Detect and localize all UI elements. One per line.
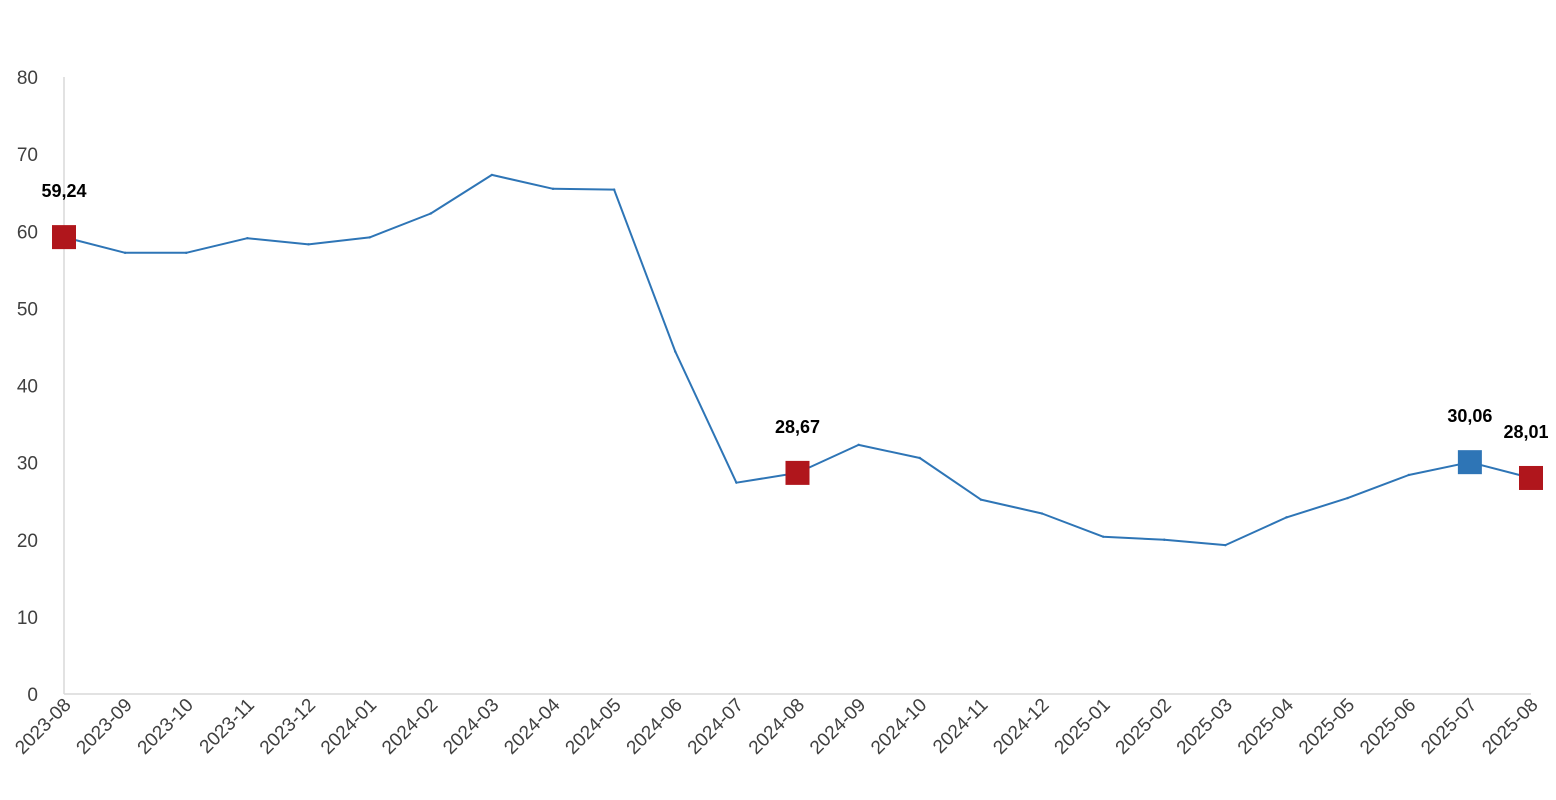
y-tick-label: 80 <box>17 68 38 89</box>
x-tick-label: 2023-11 <box>196 695 259 758</box>
x-axis: 2023-082023-092023-102023-112023-122024-… <box>11 693 1543 759</box>
x-tick-label: 2025-08 <box>1478 695 1542 759</box>
x-tick-label: 2025-07 <box>1417 695 1481 759</box>
y-tick-label: 0 <box>27 685 38 706</box>
data-point <box>490 173 494 177</box>
y-tick-label: 40 <box>17 377 38 398</box>
data-point <box>1407 473 1410 477</box>
y-tick-label: 50 <box>17 299 38 320</box>
series-line <box>63 173 1532 547</box>
y-tick-label: 60 <box>17 222 38 243</box>
y-tick-label: 70 <box>17 145 38 166</box>
data-point <box>246 236 249 240</box>
series-group <box>62 173 1533 547</box>
x-tick-label: 2024-02 <box>378 695 442 759</box>
x-tick-label: 2023-10 <box>134 695 198 759</box>
x-tick-label: 2025-02 <box>1112 695 1176 759</box>
data-point <box>123 251 127 255</box>
x-tick-label: 2024-01 <box>317 695 381 759</box>
x-tick-label: 2024-04 <box>500 694 564 758</box>
highlight-marker <box>52 225 76 250</box>
highlight-markers: 59,24 28,67 30,06 28,01 <box>41 181 1549 490</box>
data-point <box>1346 496 1349 500</box>
data-point <box>1285 516 1288 519</box>
data-label: 30,06 <box>1447 406 1492 426</box>
data-point <box>735 481 738 484</box>
y-axis: 0 10 20 30 40 50 60 70 80 <box>17 68 65 706</box>
x-tick-label: 2025-05 <box>1295 695 1359 759</box>
data-point <box>551 187 555 191</box>
highlight-marker <box>1519 465 1543 490</box>
data-point <box>857 443 860 447</box>
data-point <box>918 456 921 460</box>
x-tick-label: 2024-11 <box>929 695 992 758</box>
y-tick-label: 30 <box>17 454 38 475</box>
data-point <box>979 498 983 501</box>
data-point <box>1040 512 1044 515</box>
x-tick-label: 2024-03 <box>439 695 503 759</box>
data-point <box>429 212 432 215</box>
highlight-marker <box>785 460 810 485</box>
x-tick-label: 2024-07 <box>684 695 748 759</box>
data-point <box>307 243 310 246</box>
x-tick-label: 2024-05 <box>562 695 626 759</box>
x-tick-label: 2024-09 <box>806 695 870 759</box>
data-point <box>1101 535 1105 538</box>
x-tick-label: 2025-06 <box>1356 695 1420 759</box>
data-point <box>674 350 677 353</box>
x-tick-label: 2024-12 <box>989 695 1053 759</box>
x-tick-label: 2023-08 <box>11 695 75 759</box>
data-point <box>368 236 371 239</box>
data-point <box>612 188 616 191</box>
x-tick-label: 2025-03 <box>1173 695 1237 759</box>
data-point <box>1163 538 1166 541</box>
data-label: 28,67 <box>775 417 820 437</box>
x-tick-label: 2025-04 <box>1234 694 1298 758</box>
x-tick-label: 2023-12 <box>256 695 320 759</box>
x-tick-label: 2025-01 <box>1051 695 1115 759</box>
highlight-marker <box>1457 450 1482 475</box>
x-tick-label: 2024-08 <box>745 695 809 759</box>
x-tick-label: 2024-10 <box>867 695 931 759</box>
x-tick-label: 2024-06 <box>623 695 687 759</box>
x-tick-label: 2023-09 <box>73 695 137 759</box>
y-tick-label: 10 <box>17 608 38 629</box>
data-point <box>1224 543 1227 547</box>
y-tick-label: 20 <box>17 531 38 552</box>
data-label: 59,24 <box>41 181 86 201</box>
data-point <box>185 251 188 255</box>
data-label: 28,01 <box>1503 422 1548 442</box>
